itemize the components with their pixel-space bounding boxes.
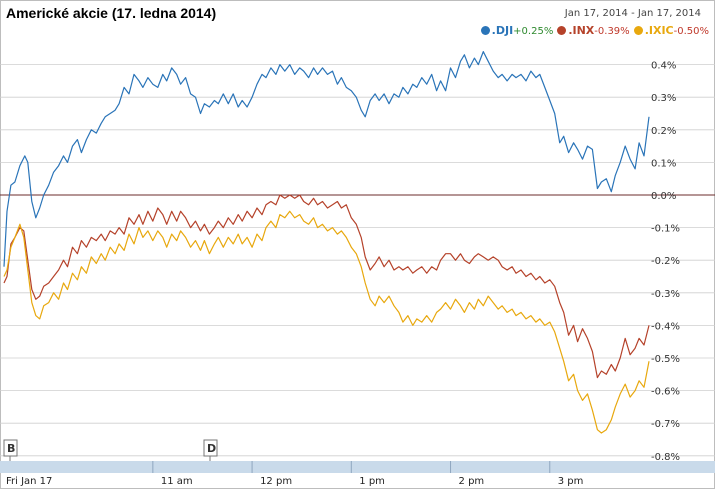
y-tick-label: -0.1%	[651, 224, 680, 235]
series-line-dji[interactable]	[3, 51, 650, 267]
y-tick-label: -0.2%	[651, 256, 680, 267]
marker-d-label: D	[207, 442, 216, 455]
y-tick-label: -0.7%	[651, 419, 680, 430]
y-axis: 0.4% 0.3% 0.2% 0.1% 0.0% -0.1% -0.2% -0.3% -0.4%…	[651, 61, 680, 463]
legend-dot-icon	[480, 26, 490, 35]
y-tick-label: -0.6%	[651, 387, 680, 398]
legend-series-name: .IXIC	[644, 24, 674, 37]
legend-item-ixic[interactable]: .IXIC-0.50%	[633, 24, 709, 37]
grid	[0, 64, 715, 457]
legend-series-change: -0.39%	[594, 26, 630, 37]
marker-b-label: B	[7, 442, 15, 455]
x-tick-label: 1 pm	[359, 476, 385, 487]
y-tick-label: 0.1%	[651, 158, 676, 169]
y-tick-label: -0.4%	[651, 321, 680, 332]
x-tick-label: 11 am	[161, 476, 193, 487]
y-tick-label: -0.8%	[651, 452, 680, 463]
legend-series-name: .DJI	[491, 24, 514, 37]
x-tick-label: Fri Jan 17	[6, 476, 52, 487]
x-tick-label: 12 pm	[260, 476, 292, 487]
legend-item-dji[interactable]: .DJI+0.25%	[480, 24, 554, 37]
time-axis: Fri Jan 17 11 am 12 pm 1 pm 2 pm 3 pm B D	[0, 439, 715, 487]
legend-item-inx[interactable]: .INX-0.39%	[557, 24, 630, 37]
legend-series-change: +0.25%	[513, 26, 554, 37]
chart-title: Americké akcie (17. ledna 2014)	[6, 5, 217, 21]
y-tick-label: 0.2%	[651, 126, 676, 137]
time-axis-band[interactable]	[0, 461, 715, 473]
y-tick-label: 0.0%	[651, 191, 676, 202]
y-tick-label: -0.5%	[651, 354, 680, 365]
date-range[interactable]: Jan 17, 2014 - Jan 17, 2014	[564, 8, 701, 19]
marker-b[interactable]	[3, 439, 18, 457]
series-line-ixic[interactable]	[3, 210, 650, 434]
legend: .DJI+0.25% .INX-0.39% .IXIC-0.50%	[477, 24, 709, 37]
marker-d[interactable]	[203, 439, 218, 457]
legend-dot-icon	[633, 26, 643, 35]
x-tick-label: 2 pm	[459, 476, 485, 487]
legend-series-name: .INX	[568, 24, 595, 37]
y-tick-label: 0.3%	[651, 93, 676, 104]
legend-series-change: -0.50%	[673, 26, 709, 37]
legend-dot-icon	[557, 26, 567, 35]
y-tick-label: 0.4%	[651, 61, 676, 72]
series-group	[3, 51, 650, 434]
series-line-inx[interactable]	[3, 194, 650, 379]
y-tick-label: -0.3%	[651, 289, 680, 300]
x-tick-label: 3 pm	[558, 476, 584, 487]
